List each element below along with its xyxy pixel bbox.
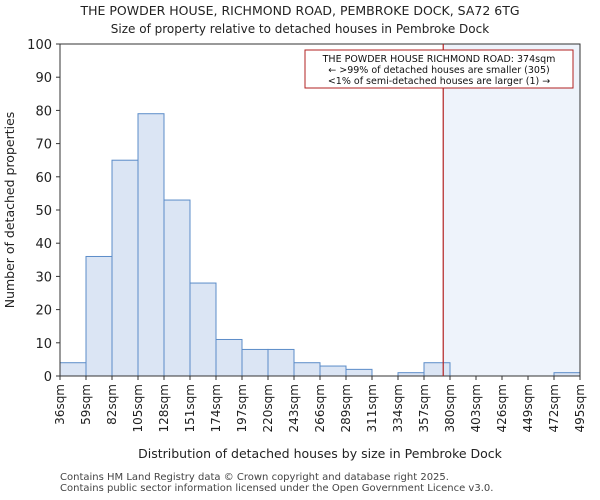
bar-289sqm: [345, 368, 373, 377]
x-tick-label-495sqm: 495sqm: [573, 384, 587, 432]
footer: Contains HM Land Registry data © Crown c…: [60, 472, 493, 494]
x-tick-label-36sqm: 36sqm: [53, 384, 67, 425]
bar-197sqm: [241, 348, 269, 377]
x-tick-label-449sqm: 449sqm: [521, 384, 535, 432]
bar-59sqm: [85, 255, 113, 377]
x-tick-label-197sqm: 197sqm: [235, 384, 249, 432]
x-tick-label-266sqm: 266sqm: [313, 384, 327, 432]
x-tick-label-311sqm: 311sqm: [365, 384, 379, 432]
x-tick-label-174sqm: 174sqm: [209, 384, 223, 432]
x-tick-label-289sqm: 289sqm: [339, 384, 353, 432]
chart-subtitle: Size of property relative to detached ho…: [110, 22, 490, 36]
bar-357sqm: [423, 362, 451, 377]
histogram-chart: 0 10 20 30 40 50 60 70 80 90 100 36sqm 59sqm 82sqm 105…: [2, 38, 587, 461]
x-tick-label-128sqm: 128sqm: [157, 384, 171, 432]
y-tick-label-50: 50: [35, 204, 52, 219]
y-tick-label-10: 10: [35, 337, 52, 352]
y-tick-label-100: 100: [27, 38, 52, 53]
footer-line-2: Contains public sector information licen…: [60, 483, 494, 494]
x-tick-label-334sqm: 334sqm: [391, 384, 405, 432]
footer-line-1: Contains HM Land Registry data © Crown c…: [60, 472, 449, 483]
y-tick-label-20: 20: [35, 304, 52, 319]
y-tick-label-70: 70: [35, 138, 52, 153]
annotation-line-1: THE POWDER HOUSE RICHMOND ROAD: 374sqm: [322, 54, 556, 65]
chart-title: THE POWDER HOUSE, RICHMOND ROAD, PEMBROK…: [80, 3, 520, 18]
y-tick-label-0: 0: [44, 370, 52, 385]
y-axis-label: Number of detached properties: [2, 112, 17, 309]
bar-243sqm: [293, 362, 321, 377]
bar-174sqm: [215, 338, 243, 377]
bar-82sqm: [111, 159, 139, 377]
x-tick-label-380sqm: 380sqm: [443, 384, 457, 432]
y-tick-label-80: 80: [35, 104, 52, 119]
x-tick-label-472sqm: 472sqm: [547, 384, 561, 432]
y-tick-label-90: 90: [35, 71, 52, 86]
bar-266sqm: [319, 365, 347, 377]
highlight-region: [443, 44, 580, 376]
x-tick-label-426sqm: 426sqm: [495, 384, 509, 432]
bar-220sqm: [267, 348, 295, 377]
annotation-line-3: <1% of semi-detached houses are larger (…: [328, 76, 550, 87]
bar-151sqm: [189, 282, 217, 377]
x-tick-label-243sqm: 243sqm: [287, 384, 301, 432]
bar-36sqm: [59, 362, 87, 377]
y-tick-label-30: 30: [35, 270, 52, 285]
bar-128sqm: [163, 199, 191, 377]
y-tick-label-60: 60: [35, 171, 52, 186]
x-tick-label-403sqm: 403sqm: [469, 384, 483, 432]
bar-105sqm: [137, 113, 165, 377]
x-tick-label-220sqm: 220sqm: [261, 384, 275, 432]
annotation-box: [304, 49, 574, 89]
x-tick-label-357sqm: 357sqm: [417, 384, 431, 432]
x-tick-label-59sqm: 59sqm: [79, 384, 93, 425]
chart-title-block: THE POWDER HOUSE, RICHMOND ROAD, PEMBROK…: [0, 2, 600, 38]
y-tick-label-40: 40: [35, 237, 52, 252]
annotation-line-2: ← >99% of detached houses are smaller (3…: [328, 65, 549, 76]
x-axis-label: Distribution of detached houses by size …: [138, 446, 503, 461]
x-tick-label-105sqm: 105sqm: [131, 384, 145, 432]
x-tick-label-82sqm: 82sqm: [105, 384, 119, 425]
x-tick-label-151sqm: 151sqm: [183, 384, 197, 432]
